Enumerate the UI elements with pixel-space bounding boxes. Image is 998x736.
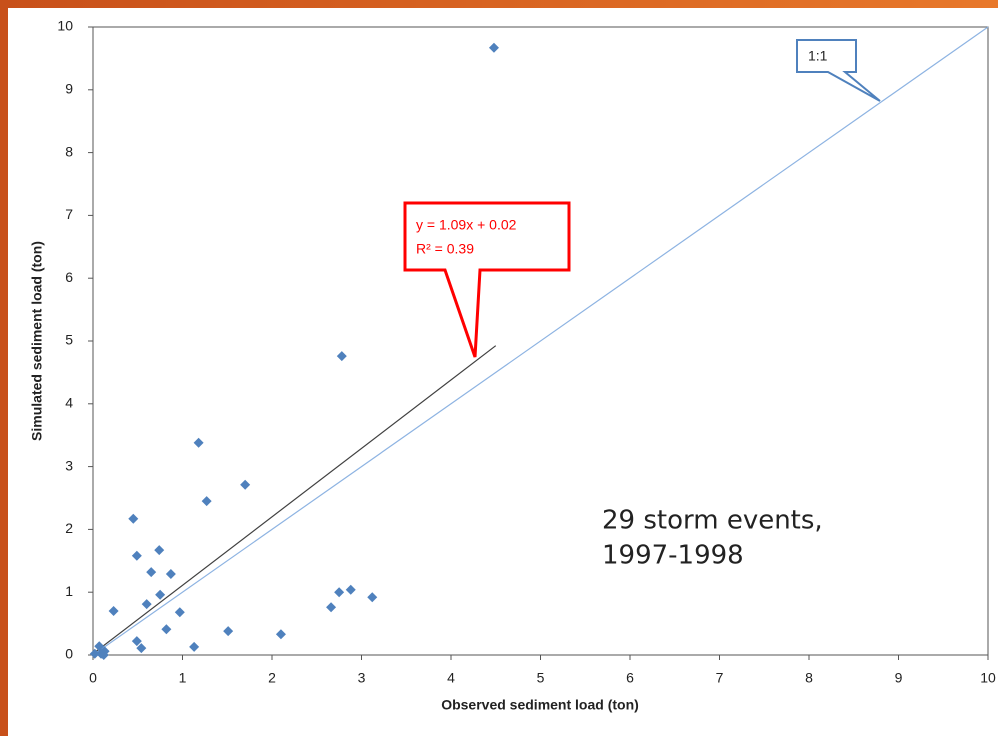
data-point bbox=[94, 641, 105, 652]
x-tick-label: 0 bbox=[89, 670, 97, 686]
x-tick-label: 5 bbox=[537, 670, 545, 686]
data-point bbox=[146, 567, 157, 578]
x-tick-label: 7 bbox=[716, 670, 724, 686]
data-point bbox=[223, 626, 234, 637]
data-point bbox=[193, 437, 204, 448]
y-tick-label: 6 bbox=[65, 269, 73, 285]
data-point bbox=[174, 607, 185, 618]
data-point bbox=[201, 496, 212, 507]
x-tick-label: 6 bbox=[626, 670, 634, 686]
data-point bbox=[98, 650, 109, 660]
data-point bbox=[128, 513, 139, 524]
data-point bbox=[189, 641, 200, 652]
y-tick-label: 2 bbox=[65, 520, 73, 536]
one-to-one-line bbox=[92, 26, 989, 656]
x-tick-label: 3 bbox=[358, 670, 366, 686]
y-tick-label: 8 bbox=[65, 143, 73, 159]
data-point bbox=[154, 545, 165, 556]
x-tick-label: 8 bbox=[805, 670, 813, 686]
one-to-one-callout bbox=[796, 39, 881, 102]
data-point bbox=[89, 648, 100, 659]
data-point bbox=[336, 351, 347, 362]
data-point bbox=[334, 587, 345, 598]
x-tick-label: 2 bbox=[268, 670, 276, 686]
data-point bbox=[326, 602, 337, 613]
data-point bbox=[345, 584, 356, 595]
x-tick-label: 10 bbox=[980, 670, 996, 686]
y-tick-label: 10 bbox=[57, 18, 73, 34]
x-tick-label: 4 bbox=[447, 670, 455, 686]
note-text: 1997-1998 bbox=[602, 541, 744, 571]
equation-callout bbox=[403, 201, 571, 358]
y-tick-label: 1 bbox=[65, 583, 73, 599]
data-point bbox=[240, 479, 251, 490]
data-point bbox=[136, 643, 147, 654]
x-tick-label: 9 bbox=[895, 670, 903, 686]
data-point bbox=[131, 636, 142, 647]
trend-line bbox=[92, 345, 497, 655]
y-tick-label: 3 bbox=[65, 457, 73, 473]
x-tick-label: 1 bbox=[179, 670, 187, 686]
y-tick-label: 0 bbox=[65, 646, 73, 662]
data-point bbox=[165, 568, 176, 579]
x-axis-title: Observed sediment load (ton) bbox=[441, 697, 639, 713]
one-to-one-text: 1:1 bbox=[808, 48, 828, 64]
y-axis-title: Simulated sediment load (ton) bbox=[29, 241, 45, 441]
data-point bbox=[108, 606, 119, 617]
data-point bbox=[155, 589, 166, 600]
data-point bbox=[141, 599, 152, 610]
r-squared-text: R² = 0.39 bbox=[416, 241, 474, 257]
data-point bbox=[161, 624, 172, 635]
data-point bbox=[275, 629, 286, 640]
data-point bbox=[131, 550, 142, 561]
y-tick-label: 5 bbox=[65, 332, 73, 348]
data-point bbox=[488, 42, 499, 53]
chart-background bbox=[8, 8, 998, 736]
note-text: 29 storm events, bbox=[602, 506, 823, 536]
y-tick-label: 4 bbox=[65, 395, 73, 411]
equation-text: y = 1.09x + 0.02 bbox=[416, 217, 517, 233]
y-tick-label: 9 bbox=[65, 81, 73, 97]
data-point bbox=[367, 592, 378, 603]
y-tick-label: 7 bbox=[65, 206, 73, 222]
